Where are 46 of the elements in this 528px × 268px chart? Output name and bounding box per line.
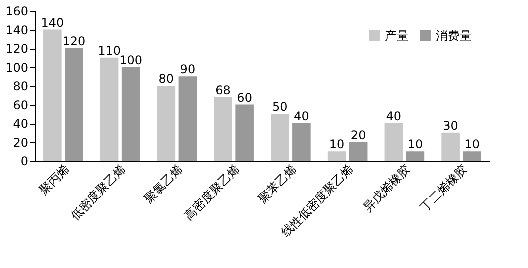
data-label: 20 — [350, 128, 366, 142]
data-label: 60 — [237, 90, 252, 105]
data-label: 40 — [294, 110, 310, 124]
bar — [122, 67, 140, 161]
legend-label: 消费量 — [436, 28, 472, 43]
y-tick-label: 120 — [6, 42, 28, 56]
data-label: 68 — [216, 83, 231, 98]
data-label: 10 — [408, 138, 424, 152]
data-label: 30 — [443, 118, 458, 133]
bar — [236, 104, 254, 161]
data-label: 110 — [98, 44, 122, 58]
bar — [214, 97, 232, 161]
y-tick-label: 0 — [20, 154, 28, 168]
bar — [442, 132, 460, 161]
x-tick-label: 聚苯乙烯 — [256, 162, 300, 206]
y-tick-label: 100 — [6, 60, 28, 75]
x-tick-label: 丁二烯橡胶 — [418, 162, 470, 214]
bar — [44, 30, 62, 161]
y-tick-label: 40 — [13, 117, 28, 131]
bar — [157, 86, 176, 161]
bar — [328, 152, 346, 161]
x-tick-label: 异戊烯橡胶 — [360, 162, 414, 214]
bar — [349, 142, 368, 161]
data-label: 10 — [329, 138, 345, 152]
bar — [178, 76, 198, 161]
bar — [292, 124, 311, 161]
data-label: 100 — [120, 53, 143, 68]
y-tick-label: 20 — [13, 136, 28, 150]
bar — [100, 58, 119, 161]
data-label: 40 — [386, 110, 402, 124]
bar — [406, 152, 425, 161]
y-tick-label: 80 — [13, 80, 28, 94]
data-label: 140 — [41, 16, 64, 30]
data-label: 90 — [180, 62, 196, 77]
bar — [463, 152, 482, 161]
data-label: 120 — [62, 34, 86, 48]
y-tick-label: 60 — [13, 98, 28, 112]
data-label: 10 — [464, 138, 480, 152]
bar — [271, 114, 290, 161]
bar — [65, 48, 84, 161]
y-tick-label: 140 — [6, 23, 28, 38]
legend-label: 产量 — [385, 28, 409, 43]
data-label: 50 — [272, 100, 288, 114]
bar — [384, 124, 404, 161]
y-tick-label: 160 — [6, 4, 28, 18]
data-label: 80 — [158, 72, 174, 86]
